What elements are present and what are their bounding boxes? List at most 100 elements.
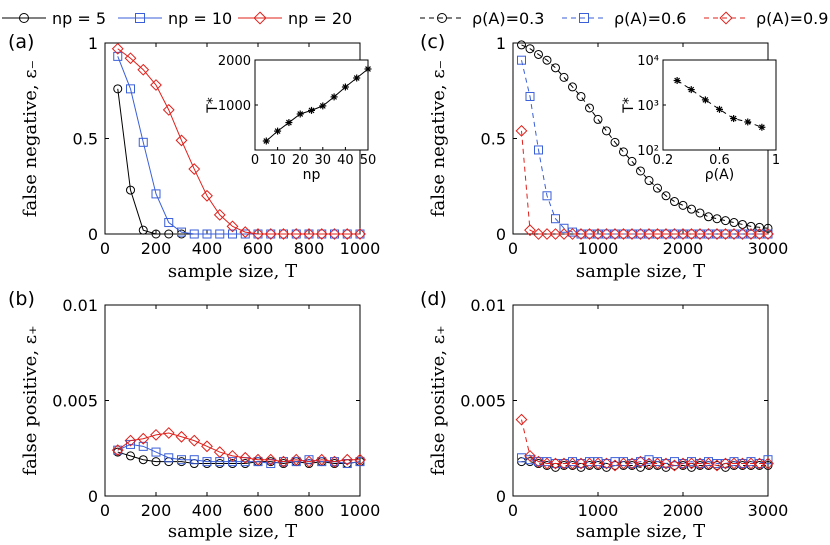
data-point: [113, 445, 123, 455]
data-point: [162, 427, 175, 439]
data-point: [721, 216, 730, 226]
data-point: [602, 126, 611, 136]
inset-c: 0.2 0.6 1 10² 10³ 10⁴ ρ(A) T*: [621, 54, 780, 183]
series-group: [515, 40, 774, 240]
data-point: [264, 453, 277, 466]
series-line: [521, 60, 768, 235]
inset-x-tick-label: 0.6: [709, 153, 730, 168]
series-line: [117, 432, 360, 463]
data-point: [517, 55, 526, 65]
x-tick-label: 200: [141, 239, 172, 258]
data-point: [653, 183, 662, 193]
data-point: [126, 84, 135, 94]
series-line: [521, 44, 769, 229]
data-point: [126, 451, 135, 461]
y-tick-label: 0.5: [481, 130, 506, 149]
inset-point: [274, 127, 282, 135]
data-point: [694, 228, 706, 240]
data-point: [592, 457, 604, 470]
panel-d: 0 1000 2000 3000 0 0.005 0.01 sample size, T fal…: [420, 288, 788, 542]
data-point: [239, 451, 252, 464]
star-stroke: [274, 128, 281, 134]
data-point: [634, 455, 647, 468]
inset-y-label: T*: [621, 97, 637, 114]
legend-marker: [437, 13, 447, 23]
data-point: [126, 185, 135, 195]
data-point: [137, 432, 150, 445]
data-point: [745, 457, 757, 470]
legend-marker: [135, 13, 145, 23]
data-point: [279, 457, 288, 467]
x-tick-label: 0: [100, 501, 110, 520]
data-point: [763, 455, 773, 465]
data-point: [661, 191, 671, 201]
data-point: [593, 114, 603, 124]
data-point: [551, 63, 560, 73]
data-point: [304, 455, 314, 465]
panel-b: 0 200 400 600 800 1000 0 0.005 0.01 sample size, …: [8, 288, 380, 542]
star-stroke: [353, 75, 360, 81]
data-point: [549, 457, 562, 470]
y-tick-label: 0.01: [470, 296, 506, 315]
inset-x-tick-label: 30: [315, 153, 332, 168]
inset-y-tick-label: 10²: [637, 144, 659, 159]
data-point: [524, 449, 536, 462]
x-tick-label: 600: [243, 501, 274, 520]
inset-a: 0 10 20 30 40 50 1000 2000 np T*: [205, 54, 376, 183]
legend-marker: [579, 13, 589, 23]
data-point: [685, 457, 698, 470]
data-point: [303, 228, 315, 240]
inset-x-tick-label: 40: [337, 153, 354, 168]
data-point: [558, 457, 570, 470]
star-stroke: [331, 94, 337, 100]
panel-label: (a): [8, 31, 34, 53]
data-point: [124, 52, 137, 65]
data-point: [164, 218, 174, 228]
data-point: [525, 91, 535, 101]
y-tick-label: 0: [88, 225, 98, 244]
x-tick-label: 200: [141, 501, 172, 520]
inset-point: [758, 123, 766, 131]
inset-point: [673, 77, 681, 85]
data-point: [188, 163, 201, 175]
data-point: [330, 457, 339, 467]
legend-label: ρ(A)=0.6: [614, 9, 686, 28]
data-point: [202, 457, 212, 467]
x-tick-label: 400: [192, 501, 223, 520]
y-axis-label: false positive, ε₊: [20, 325, 41, 475]
x-tick-label: 0: [100, 239, 110, 258]
inset-point: [319, 102, 327, 110]
legend-item: np = 5: [2, 9, 106, 28]
data-point: [660, 228, 672, 240]
data-point: [515, 124, 528, 137]
series-group: [111, 427, 366, 469]
data-point: [719, 228, 732, 240]
data-point: [651, 457, 664, 470]
data-point: [138, 137, 148, 147]
inset-point: [262, 137, 270, 145]
data-point: [711, 228, 723, 240]
x-axis-label: sample size, T: [168, 261, 297, 282]
y-tick-label: 0: [88, 487, 98, 506]
data-point: [253, 457, 263, 467]
star-stroke: [286, 119, 292, 126]
inset-point: [296, 110, 304, 118]
data-point: [341, 453, 354, 466]
inset-x-tick-label: 20: [292, 153, 309, 168]
data-point: [525, 44, 535, 54]
data-point: [240, 229, 250, 239]
x-tick-label: 400: [192, 239, 223, 258]
data-point: [609, 228, 621, 240]
legend-label: np = 5: [52, 9, 106, 28]
inset-point: [364, 65, 372, 73]
x-axis-label: sample size, T: [168, 521, 297, 542]
star-stroke: [716, 106, 723, 113]
data-point: [626, 228, 638, 240]
data-point: [213, 446, 226, 458]
inset-x-label: ρ(A): [705, 167, 734, 183]
legend-label: np = 20: [288, 9, 352, 28]
data-point: [592, 228, 604, 240]
